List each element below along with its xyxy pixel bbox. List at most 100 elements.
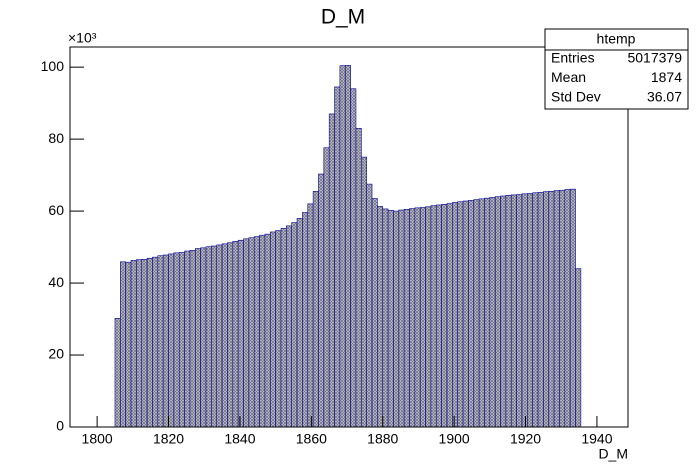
histogram-bar	[120, 261, 126, 428]
histogram-bar	[361, 156, 367, 428]
histogram-bar	[243, 238, 250, 428]
x-axis-label: D_M	[598, 446, 628, 462]
histogram-bar	[125, 261, 132, 428]
y-tick-label: 20	[48, 346, 64, 362]
histogram-bar	[575, 268, 582, 428]
histogram-bar	[232, 241, 239, 428]
histogram-bar	[328, 113, 335, 428]
stats-label: Entries	[551, 50, 595, 66]
histogram-bar	[130, 260, 137, 428]
histogram-bar	[553, 190, 560, 428]
x-tick-label: 1840	[224, 431, 255, 447]
chart-title: D_M	[321, 6, 365, 29]
histogram-bar	[339, 65, 346, 428]
histogram-bar	[152, 256, 159, 428]
histogram-bar	[430, 205, 437, 428]
histogram-bar	[505, 194, 512, 428]
histogram-bar	[532, 192, 539, 428]
histogram-bar	[409, 208, 416, 428]
histogram-bar	[334, 86, 341, 428]
histogram-bar	[377, 206, 384, 428]
histogram-bar	[382, 208, 389, 428]
histogram-bar	[350, 88, 357, 428]
histogram-bar	[457, 201, 464, 428]
histogram-bar	[216, 244, 223, 428]
histogram-bar	[184, 250, 191, 428]
histogram-bar	[296, 217, 303, 428]
histogram-bar	[355, 128, 362, 428]
histogram-bar	[195, 248, 201, 428]
histogram-bar	[419, 207, 426, 428]
frame	[69, 46, 629, 428]
histogram-bar	[478, 198, 485, 428]
y-tick-label: 100	[41, 58, 65, 74]
x-tick-label: 1900	[439, 431, 470, 447]
histogram-bar	[387, 210, 394, 428]
stats-value: 36.07	[647, 89, 682, 105]
histogram-bar	[500, 195, 507, 428]
histogram-bar	[162, 254, 169, 428]
histogram-bar	[344, 65, 351, 428]
histogram-bar	[559, 189, 566, 428]
histogram-bar	[253, 236, 260, 428]
histogram-bar	[510, 194, 517, 428]
stats-frame	[544, 28, 689, 110]
histogram-bar	[323, 147, 330, 428]
histogram-bar	[146, 257, 153, 428]
histogram-bar	[425, 206, 432, 428]
histogram-bar	[398, 209, 405, 428]
histogram-bar	[548, 190, 555, 428]
stats-label: Std Dev	[551, 89, 601, 105]
histogram-bar	[516, 194, 523, 428]
histogram-bar	[521, 193, 528, 428]
histogram-bar	[227, 242, 234, 428]
stats-label: Mean	[551, 69, 586, 85]
histogram-bar	[302, 212, 309, 428]
histogram-bar	[569, 188, 576, 428]
y-multiplier: ×10³	[68, 30, 97, 46]
histogram-bar	[280, 228, 287, 428]
histogram-bar	[275, 230, 282, 428]
histogram-bar	[248, 237, 255, 428]
histogram-bar	[441, 203, 448, 428]
histogram-bar	[205, 246, 212, 428]
histogram-bar	[403, 208, 410, 428]
stats-title: htemp	[597, 31, 636, 47]
histogram-bar	[221, 243, 228, 428]
histogram-bar	[178, 252, 185, 428]
y-tick-label: 0	[56, 418, 64, 434]
histogram-bar	[286, 225, 293, 428]
y-tick-label: 40	[48, 274, 64, 290]
x-tick-label: 1800	[82, 431, 113, 447]
x-tick-label: 1820	[153, 431, 184, 447]
y-tick-label: 60	[48, 202, 64, 218]
stats-value: 1874	[651, 69, 682, 85]
histogram-bar	[189, 250, 196, 428]
histogram-bar	[393, 210, 400, 428]
histogram-bar	[318, 173, 325, 428]
y-tick-label: 80	[48, 130, 64, 146]
histogram-bar	[269, 231, 276, 428]
stats-value: 5017379	[627, 50, 682, 66]
histogram-bar	[468, 199, 475, 428]
histogram-bar	[371, 198, 378, 428]
histogram-bar	[543, 191, 550, 428]
histogram-bar	[446, 203, 453, 428]
histogram-bar	[452, 202, 459, 428]
histogram-bar	[527, 193, 533, 428]
histogram-bar	[484, 197, 491, 428]
histogram-bar	[141, 259, 148, 428]
histogram-bar	[211, 245, 218, 428]
x-tick-label: 1880	[367, 431, 398, 447]
x-tick-label: 1920	[510, 431, 541, 447]
histogram-bar	[136, 259, 143, 428]
histogram-bar	[173, 252, 180, 428]
x-tick-label: 1940	[581, 431, 612, 447]
histogram-bar	[264, 233, 271, 428]
histogram-bar	[564, 189, 571, 428]
histogram-bar	[462, 200, 469, 428]
histogram-bar	[200, 247, 207, 428]
histogram-bar	[312, 190, 319, 428]
histogram-bar	[435, 204, 442, 428]
